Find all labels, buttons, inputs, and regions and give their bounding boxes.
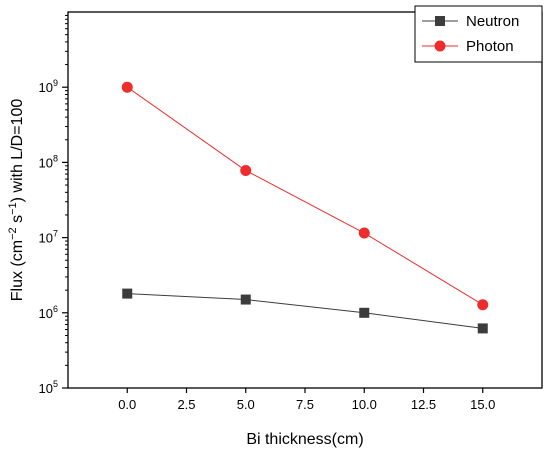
legend-item-photon: Photon (422, 38, 514, 55)
y-tick-exponent: 9 (53, 78, 58, 88)
y-tick-exponent: 5 (53, 379, 58, 389)
data-point (240, 294, 251, 305)
x-axis-title: Bi thickness(cm) (246, 431, 363, 448)
y-title-text: s (9, 215, 26, 227)
y-tick-exponent: 6 (53, 304, 58, 314)
data-point (477, 299, 489, 311)
y-title-superscript: −2 (7, 227, 19, 240)
x-tick-label: 0.0 (118, 397, 136, 412)
series-layer (121, 81, 489, 334)
legend: Neutron Photon (414, 5, 543, 63)
y-tick-exponent: 7 (53, 229, 58, 239)
y-tick-exponent: 8 (53, 153, 58, 163)
data-point (358, 227, 370, 239)
x-tick-label: 7.5 (296, 397, 314, 412)
data-point (240, 165, 252, 177)
x-tick-label: 2.5 (177, 397, 195, 412)
plot-frame (67, 11, 543, 389)
x-tick-label: 10.0 (352, 397, 377, 412)
y-title-superscript: −1 (7, 202, 19, 215)
x-tick-label: 15.0 (470, 397, 495, 412)
series-line (127, 293, 483, 329)
series-line (126, 86, 484, 306)
y-tick-base: 10 (39, 381, 53, 396)
x-tick-label: 12.5 (411, 397, 436, 412)
data-point (122, 288, 133, 299)
legend-marker (434, 40, 446, 52)
legend-item-neutron: Neutron (422, 13, 519, 30)
y-tick-base: 10 (39, 155, 53, 170)
series-photon (121, 81, 489, 311)
y-title-text: ) with L/D=100 (9, 99, 26, 203)
y-tick-label: 105 (39, 379, 58, 396)
y-tick-label: 107 (39, 229, 58, 246)
y-axis-title: Flux (cm−2 s−1) with L/D=100 (7, 99, 26, 302)
y-tick-label: 108 (39, 153, 58, 170)
x-tick-label: 5.0 (237, 397, 255, 412)
x-axis: 0.0 2.5 5.0 7.5 10.0 12.5 15.0 (118, 388, 495, 412)
data-point (121, 81, 133, 93)
legend-marker (435, 16, 445, 26)
y-tick-base: 10 (39, 80, 53, 95)
legend-label: Photon (466, 38, 514, 55)
legend-box (414, 5, 543, 63)
y-tick-label: 109 (39, 78, 58, 95)
data-point (477, 323, 488, 334)
y-tick-base: 10 (39, 306, 53, 321)
data-point (359, 307, 370, 318)
series-neutron (122, 288, 488, 334)
y-title-text: Flux (cm (9, 240, 26, 301)
legend-label: Neutron (466, 13, 519, 30)
y-tick-label: 106 (39, 304, 58, 321)
y-tick-base: 10 (39, 231, 53, 246)
